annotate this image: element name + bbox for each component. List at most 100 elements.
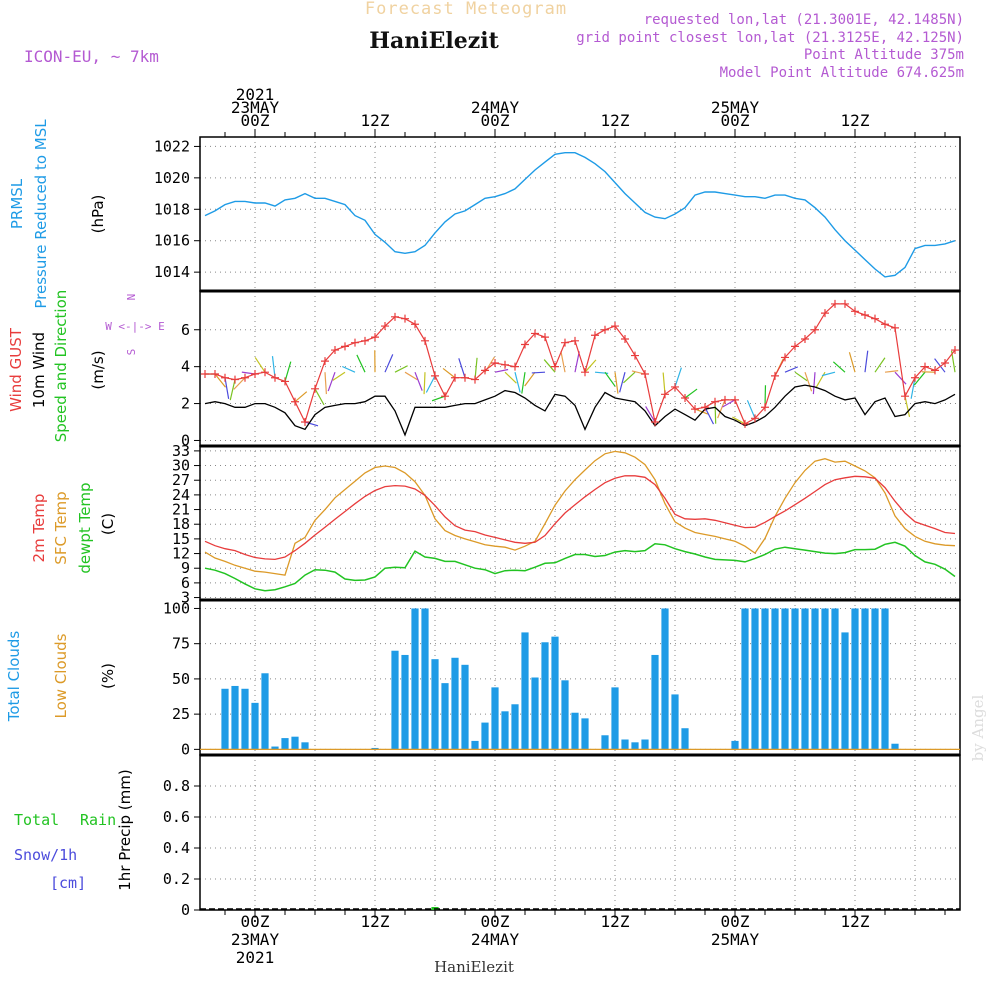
cloud-bar xyxy=(541,642,549,750)
gust-marker xyxy=(821,309,829,318)
y-label-percent: (%) xyxy=(99,663,117,689)
cloud-bar xyxy=(291,736,299,750)
y-tick-label: 9 xyxy=(181,559,190,577)
cloud-bar xyxy=(571,712,579,750)
top-time-label: 12Z xyxy=(841,111,870,130)
gust-marker xyxy=(381,322,389,331)
top-title: Forecast Meteogram xyxy=(365,0,567,19)
y-tick-label: 18 xyxy=(172,515,190,533)
wind-direction-arrow xyxy=(746,400,756,419)
y-tick-label: 0.4 xyxy=(163,839,190,857)
gust-marker xyxy=(461,373,469,382)
top-time-label: 24MAY xyxy=(471,98,520,117)
dewpoint-line xyxy=(204,541,956,592)
bottom-time-label: 00Z xyxy=(721,912,750,931)
gust-marker xyxy=(471,375,479,384)
cloud-bar xyxy=(531,677,539,750)
wind-direction-arrow xyxy=(815,371,826,389)
y-tick-label: 3 xyxy=(181,589,190,607)
wind-direction-arrow xyxy=(284,361,292,382)
top-time-label: 25MAY xyxy=(711,98,760,117)
cloud-bar xyxy=(791,608,799,750)
cloud-bar xyxy=(801,608,809,750)
y-tick-label: 0.6 xyxy=(163,808,190,826)
wind-direction-arrow xyxy=(934,358,946,373)
gust-marker xyxy=(641,370,649,379)
gust-marker xyxy=(801,334,809,343)
top-time-label: 23MAY xyxy=(231,98,280,117)
cloud-bar xyxy=(411,608,419,750)
cloud-bar xyxy=(841,632,849,750)
gust-marker xyxy=(551,362,559,371)
wind-direction-arrow xyxy=(722,399,736,408)
cloud-bar xyxy=(521,632,529,750)
label-total: Total xyxy=(14,811,59,829)
wind-direction-arrow xyxy=(894,371,907,385)
gust-marker xyxy=(901,392,909,401)
cloud-bar xyxy=(441,683,449,750)
cloud-bar xyxy=(881,608,889,750)
wind-direction-arrow xyxy=(794,371,808,382)
wind-direction-arrow xyxy=(832,361,846,373)
cloud-bar xyxy=(631,742,639,750)
wind-direction-arrow xyxy=(384,354,394,373)
cloud-bar xyxy=(431,659,439,750)
compass-north: N xyxy=(125,294,138,301)
gust-marker xyxy=(201,370,209,379)
cloud-bar xyxy=(511,704,519,750)
cloud-bar xyxy=(671,694,679,750)
wind-direction-arrow xyxy=(423,372,426,395)
cloud-bar xyxy=(461,664,469,750)
cloud-bar xyxy=(741,608,749,750)
gust-marker xyxy=(631,351,639,360)
gust-marker xyxy=(541,333,549,342)
gust-marker xyxy=(841,299,849,308)
top-time-label: 00Z xyxy=(721,111,750,130)
y-label-ms: (m/s) xyxy=(89,350,107,389)
gust-marker xyxy=(311,384,319,393)
wind-direction-arrow xyxy=(784,366,799,373)
cloud-bar xyxy=(501,711,509,750)
gust-marker xyxy=(561,338,569,347)
model-label: ICON-EU, ~ 7km xyxy=(24,47,159,66)
model-altitude: Model Point Altitude 674.625m xyxy=(720,65,964,81)
wind-direction-arrow xyxy=(674,367,682,388)
top-time-label: 00Z xyxy=(481,111,510,130)
cloud-bar xyxy=(621,739,629,750)
y-tick-label: 0 xyxy=(181,431,190,449)
gust-marker xyxy=(291,397,299,406)
gust-marker xyxy=(931,366,939,375)
cloud-bar xyxy=(811,608,819,750)
y-tick-label: 25 xyxy=(172,705,190,723)
gust-marker xyxy=(361,336,369,345)
cloud-bar xyxy=(781,608,789,750)
gust-marker xyxy=(321,357,329,366)
wind-direction-arrow xyxy=(254,357,266,373)
wind-speed-line xyxy=(204,384,956,437)
gust-marker xyxy=(951,346,959,355)
y-tick-label: 1022 xyxy=(154,137,190,155)
wind-direction-arrow xyxy=(327,371,336,392)
gust-marker xyxy=(701,403,709,412)
wind-direction-arrow xyxy=(543,359,556,373)
location-title: HaniElezit xyxy=(369,28,499,54)
y-label-2m-temp: 2m Temp xyxy=(30,494,48,563)
bottom-time-label: 12Z xyxy=(601,912,630,931)
gust-marker xyxy=(771,371,779,380)
y-label-10m-wind: 10m Wind xyxy=(30,332,48,408)
gust-marker xyxy=(911,373,919,382)
wind-direction-arrow xyxy=(821,371,836,377)
y-tick-label: 30 xyxy=(172,457,190,475)
cloud-bar xyxy=(821,608,829,750)
wind-direction-arrow xyxy=(233,377,246,390)
cloud-bar xyxy=(281,738,289,750)
y-tick-label: 0.2 xyxy=(163,870,190,888)
cloud-bar xyxy=(421,608,429,750)
cloud-bar xyxy=(221,688,229,750)
gust-marker xyxy=(791,342,799,351)
y-tick-label: 0 xyxy=(181,740,190,758)
y-tick-label: 75 xyxy=(172,635,190,653)
gust-marker xyxy=(351,338,359,347)
